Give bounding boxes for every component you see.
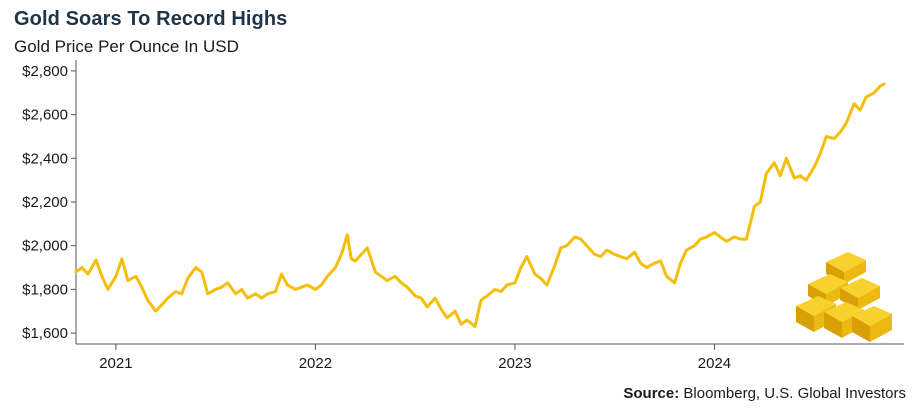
gold-bars-icon xyxy=(796,252,892,342)
chart-subtitle: Gold Price Per Ounce In USD xyxy=(14,37,239,56)
y-axis: $1,600 $1,800 $2,000 $2,200 $2,400 $2,600 $2,8… xyxy=(22,60,77,344)
x-axis: 2021 2022 2023 2024 xyxy=(76,343,904,372)
y-tick-label: $1,800 xyxy=(22,281,68,298)
source-note: Source: Bloomberg, U.S. Global Investors xyxy=(623,385,906,402)
x-tick-label: 2021 xyxy=(99,355,132,372)
y-tick-label: $2,000 xyxy=(22,238,68,255)
source-text: Bloomberg, U.S. Global Investors xyxy=(683,385,906,402)
x-tick-label: 2024 xyxy=(698,355,731,372)
gold-price-line xyxy=(74,82,886,328)
y-tick-label: $2,600 xyxy=(22,107,68,124)
x-tick-label: 2023 xyxy=(498,355,531,372)
source-label: Source: xyxy=(623,385,680,402)
x-tick-label: 2022 xyxy=(299,355,332,372)
y-tick-label: $2,800 xyxy=(22,63,68,80)
y-tick-label: $2,400 xyxy=(22,150,68,167)
chart-title: Gold Soars To Record Highs xyxy=(14,8,288,30)
y-tick-label: $1,600 xyxy=(22,325,68,342)
y-tick-label: $2,200 xyxy=(22,194,68,211)
